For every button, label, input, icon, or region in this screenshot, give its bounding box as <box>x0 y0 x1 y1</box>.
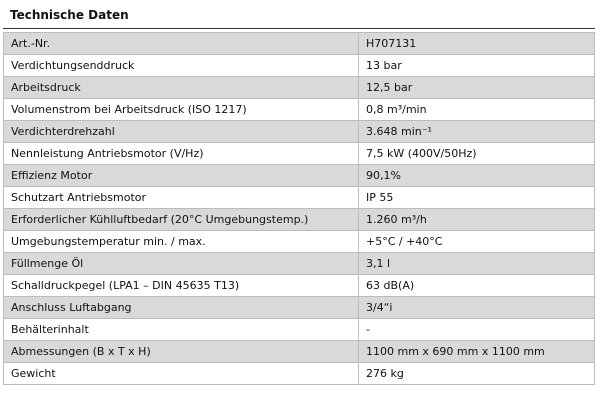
spec-row: Effizienz Motor 90,1% <box>3 164 595 187</box>
spec-label: Schalldruckpegel (LPA1 – DIN 45635 T13) <box>3 274 359 297</box>
spec-row: Füllmenge Öl 3,1 l <box>3 252 595 275</box>
spec-value: 12,5 bar <box>358 76 595 99</box>
spec-label: Abmessungen (B x T x H) <box>3 340 359 363</box>
spec-row: Arbeitsdruck 12,5 bar <box>3 76 595 99</box>
spec-row: Gewicht 276 kg <box>3 362 595 385</box>
spec-label: Umgebungstemperatur min. / max. <box>3 230 359 253</box>
spec-row: Art.-Nr. H707131 <box>3 32 595 55</box>
spec-value: 3.648 min⁻¹ <box>358 120 595 143</box>
spec-value: +5°C / +40°C <box>358 230 595 253</box>
spec-value: 1.260 m³/h <box>358 208 595 231</box>
spec-label: Schutzart Antriebsmotor <box>3 186 359 209</box>
spec-label: Anschluss Luftabgang <box>3 296 359 319</box>
title: Technische Daten <box>10 8 129 22</box>
spec-label: Volumenstrom bei Arbeitsdruck (ISO 1217) <box>3 98 359 121</box>
spec-value: - <box>358 318 595 341</box>
spec-value: 63 dB(A) <box>358 274 595 297</box>
spec-label: Verdichtungsenddruck <box>3 54 359 77</box>
spec-label: Füllmenge Öl <box>3 252 359 275</box>
spec-label: Art.-Nr. <box>3 32 359 55</box>
spec-label: Gewicht <box>3 362 359 385</box>
spec-value: 276 kg <box>358 362 595 385</box>
spec-row: Behälterinhalt - <box>3 318 595 341</box>
spec-row: Verdichterdrehzahl 3.648 min⁻¹ <box>3 120 595 143</box>
spec-value: 13 bar <box>358 54 595 77</box>
spec-value: 90,1% <box>358 164 595 187</box>
spec-table: Art.-Nr. H707131 Verdichtungsenddruck 13 ba… <box>3 32 595 385</box>
spec-row: Verdichtungsenddruck 13 bar <box>3 54 595 77</box>
spec-label: Effizienz Motor <box>3 164 359 187</box>
spec-label: Behälterinhalt <box>3 318 359 341</box>
spec-row: Umgebungstemperatur min. / max. +5°C / +4… <box>3 230 595 253</box>
spec-label: Erforderlicher Kühlluftbedarf (20°C Umge… <box>3 208 359 231</box>
spec-value: IP 55 <box>358 186 595 209</box>
spec-row: Anschluss Luftabgang 3/4“i <box>3 296 595 319</box>
spec-value: 0,8 m³/min <box>358 98 595 121</box>
spec-value: H707131 <box>358 32 595 55</box>
title-rule <box>3 28 595 29</box>
spec-value: 7,5 kW (400V/50Hz) <box>358 142 595 165</box>
spec-value: 3,1 l <box>358 252 595 275</box>
spec-row: Nennleistung Antriebsmotor (V/Hz) 7,5 kW … <box>3 142 595 165</box>
spec-value: 3/4“i <box>358 296 595 319</box>
spec-row: Schutzart Antriebsmotor IP 55 <box>3 186 595 209</box>
spec-row: Volumenstrom bei Arbeitsdruck (ISO 1217)… <box>3 98 595 121</box>
spec-row: Abmessungen (B x T x H) 1100 mm x 690 mm … <box>3 340 595 363</box>
spec-row: Erforderlicher Kühlluftbedarf (20°C Umge… <box>3 208 595 231</box>
spec-label: Nennleistung Antriebsmotor (V/Hz) <box>3 142 359 165</box>
spec-row: Schalldruckpegel (LPA1 – DIN 45635 T13) 6… <box>3 274 595 297</box>
spec-label: Verdichterdrehzahl <box>3 120 359 143</box>
spec-value: 1100 mm x 690 mm x 1100 mm <box>358 340 595 363</box>
spec-label: Arbeitsdruck <box>3 76 359 99</box>
